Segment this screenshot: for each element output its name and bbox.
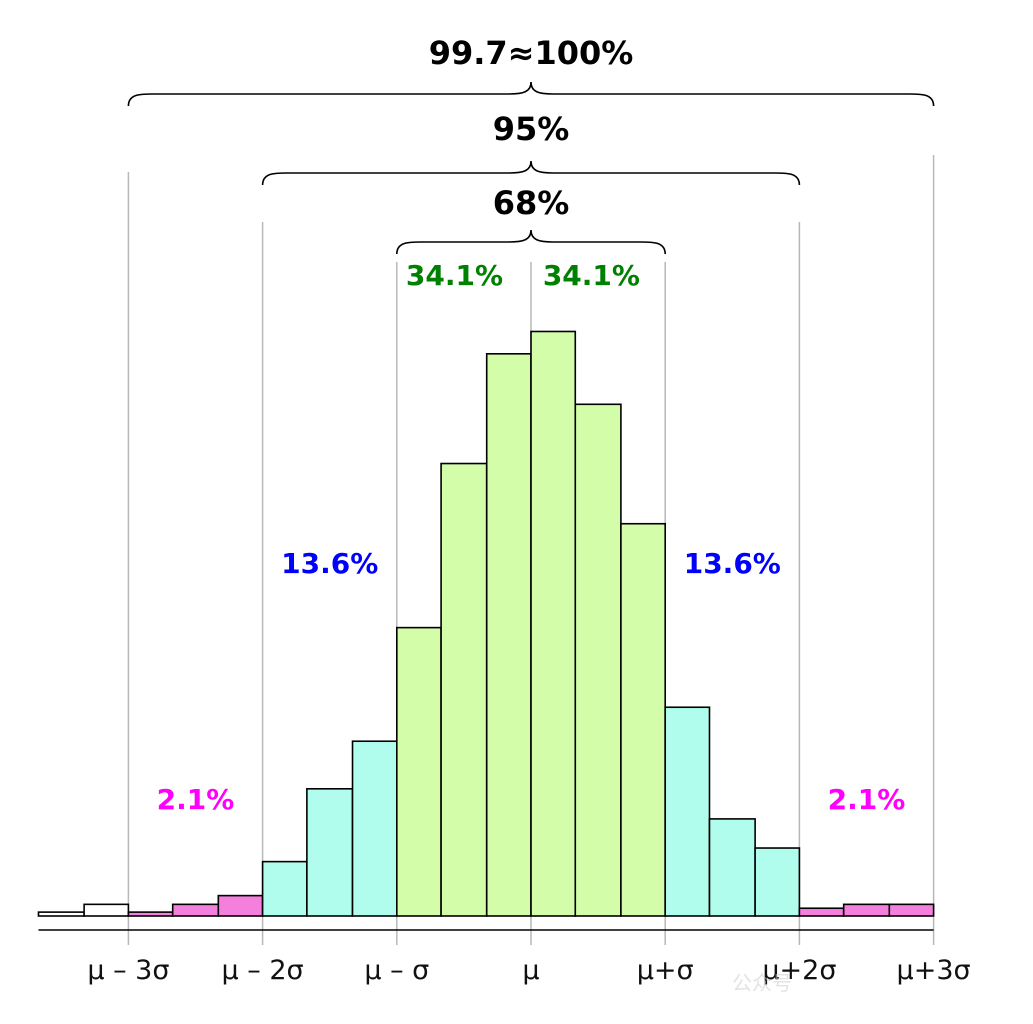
x-tick-label: μ – 2σ [222, 955, 304, 986]
brace-label: 68% [493, 184, 570, 222]
x-tick-label: μ – σ [364, 955, 429, 986]
x-tick-label: μ+3σ [897, 955, 971, 986]
interval-braces: 68% 95% 99.7≈100% [127, 34, 935, 255]
x-tick-label: μ+2σ [762, 955, 836, 986]
brace-label: 99.7≈100% [429, 34, 634, 72]
histogram-bar [574, 403, 622, 917]
region-label: 34.1% [406, 259, 503, 292]
histogram-bar [888, 903, 935, 917]
histogram-bar [485, 353, 532, 917]
region-label: 2.1% [828, 783, 906, 816]
histogram-bar [37, 911, 85, 917]
histogram-bar [171, 903, 220, 917]
histogram-bar [620, 522, 667, 917]
interval-brace [127, 81, 935, 107]
histogram-bar [306, 788, 354, 917]
x-axis: μ – 3σ μ – 2σ μ – σ μ μ+σ μ+2σ μ+3σ [38, 929, 971, 986]
histogram-bar [395, 626, 442, 917]
histogram-bars [37, 330, 935, 917]
histogram-bar [754, 847, 801, 917]
watermark-text: 公众号 [732, 971, 792, 995]
x-tick-label: μ+σ [637, 955, 694, 986]
x-tick-label: μ – 3σ [87, 955, 169, 986]
histogram-bar [127, 911, 174, 917]
histogram-bar [351, 740, 398, 917]
histogram-bar [798, 907, 845, 917]
brace-label: 95% [493, 110, 570, 148]
histogram-bar [708, 818, 756, 917]
region-label: 2.1% [157, 783, 235, 816]
histogram-bar [217, 894, 264, 917]
histogram-bar [261, 860, 308, 917]
histogram-bar [530, 330, 577, 917]
interval-brace [261, 160, 801, 186]
histogram-bar [664, 706, 711, 917]
region-label: 13.6% [281, 547, 378, 580]
interval-brace [396, 229, 666, 255]
x-tick-label: μ [522, 955, 539, 986]
region-label: 13.6% [684, 547, 781, 580]
histogram-bar [83, 903, 130, 917]
region-label: 34.1% [543, 259, 640, 292]
histogram-bar [842, 903, 891, 917]
region-percent-labels: 2.1% 13.6% 34.1% 34.1% 13.6% 2.1% [157, 259, 906, 816]
histogram-bar [440, 462, 488, 917]
